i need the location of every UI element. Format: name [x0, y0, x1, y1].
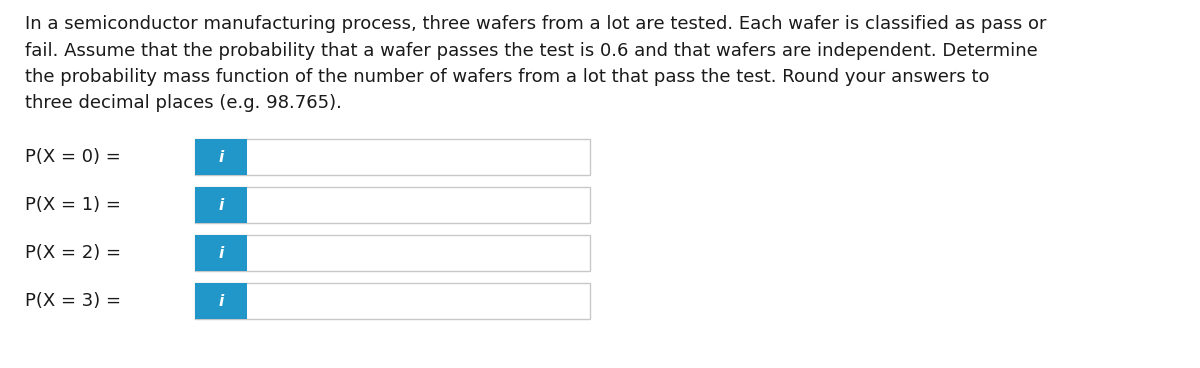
FancyBboxPatch shape	[194, 139, 247, 175]
Text: P(X = 1) =: P(X = 1) =	[25, 196, 121, 214]
Text: P(X = 3) =: P(X = 3) =	[25, 292, 121, 310]
FancyBboxPatch shape	[194, 235, 590, 271]
Text: i: i	[218, 294, 223, 308]
Text: the probability mass function of the number of wafers from a lot that pass the t: the probability mass function of the num…	[25, 68, 990, 86]
FancyBboxPatch shape	[194, 187, 590, 223]
Text: P(X = 2) =: P(X = 2) =	[25, 244, 121, 262]
FancyBboxPatch shape	[194, 139, 590, 175]
Text: P(X = 0) =: P(X = 0) =	[25, 148, 121, 166]
FancyBboxPatch shape	[194, 283, 590, 319]
FancyBboxPatch shape	[194, 283, 247, 319]
Text: i: i	[218, 245, 223, 261]
Text: fail. Assume that the probability that a wafer passes the test is 0.6 and that w: fail. Assume that the probability that a…	[25, 42, 1038, 60]
FancyBboxPatch shape	[194, 235, 247, 271]
Text: In a semiconductor manufacturing process, three wafers from a lot are tested. Ea: In a semiconductor manufacturing process…	[25, 15, 1046, 33]
FancyBboxPatch shape	[194, 187, 247, 223]
Text: i: i	[218, 198, 223, 212]
Text: i: i	[218, 149, 223, 164]
Text: three decimal places (e.g. 98.765).: three decimal places (e.g. 98.765).	[25, 95, 342, 113]
